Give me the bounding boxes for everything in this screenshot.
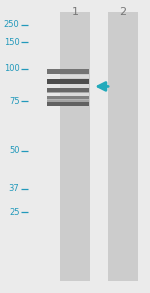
Bar bbox=[47, 100, 89, 106]
Text: 100: 100 bbox=[4, 64, 20, 73]
Text: 150: 150 bbox=[4, 38, 20, 47]
Bar bbox=[108, 12, 138, 281]
Bar bbox=[47, 99, 89, 103]
Text: 25: 25 bbox=[9, 208, 20, 217]
Bar bbox=[47, 79, 89, 84]
Bar bbox=[60, 12, 90, 281]
Text: 250: 250 bbox=[4, 21, 20, 29]
Text: 75: 75 bbox=[9, 97, 20, 105]
Bar bbox=[47, 69, 89, 74]
Bar bbox=[47, 84, 89, 88]
Bar bbox=[47, 75, 89, 79]
Bar bbox=[47, 93, 89, 96]
Text: 37: 37 bbox=[9, 185, 20, 193]
Text: 2: 2 bbox=[119, 7, 127, 17]
Text: 1: 1 bbox=[72, 7, 78, 17]
Bar bbox=[47, 88, 89, 93]
Text: 50: 50 bbox=[9, 146, 20, 155]
Bar bbox=[47, 96, 89, 101]
